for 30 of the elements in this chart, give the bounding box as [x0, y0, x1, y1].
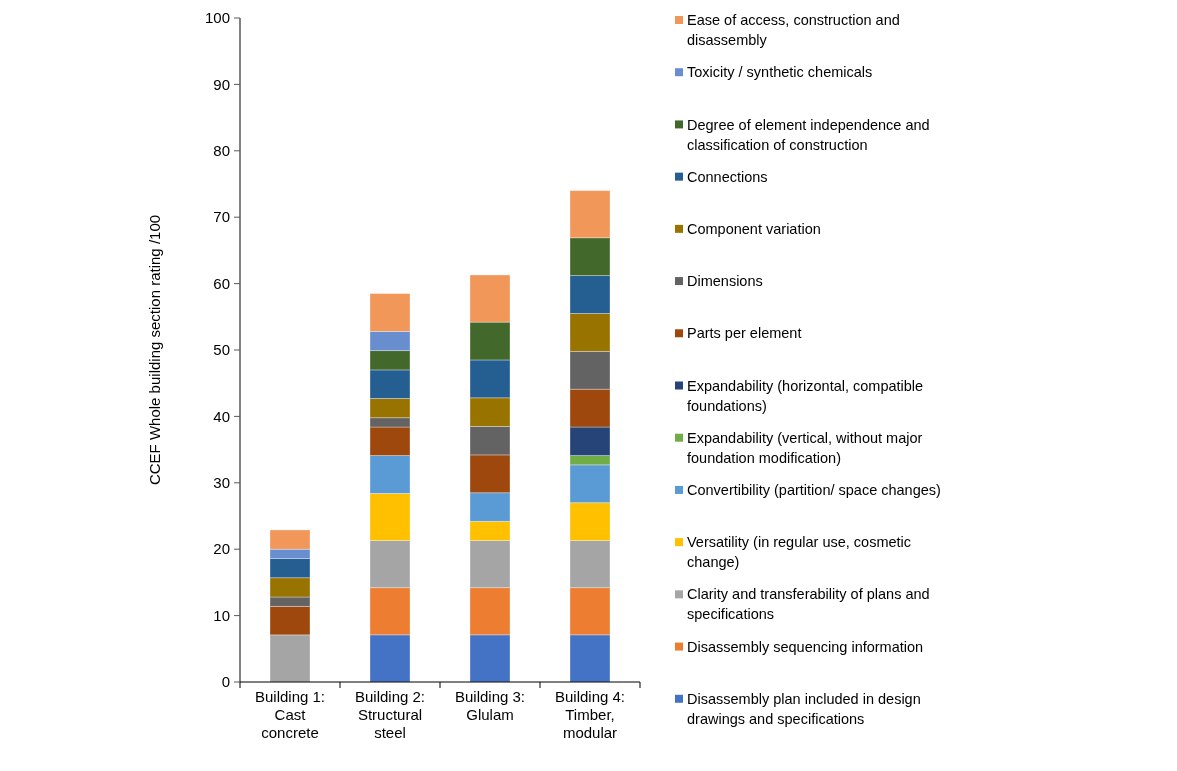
x-tick-label: Building 2: Structural steel	[354, 688, 426, 741]
x-tick-label: Building 1: Cast concrete	[254, 688, 326, 741]
y-tick-label: 20	[213, 540, 230, 558]
legend-label: Convertibility (partition/ space changes)	[687, 482, 941, 498]
y-tick-label: 30	[213, 474, 230, 492]
y-axis-title: CCEF Whole building section rating /100	[146, 214, 163, 486]
y-tick-label: 10	[213, 606, 230, 624]
legend-label: Versatility (in regular use, cosmetic change)	[687, 534, 912, 571]
y-tick-label: 40	[213, 407, 230, 425]
legend-label: Expandability (horizontal, compatible foundations)	[687, 377, 924, 414]
x-tick-label: Building 3: Glulam	[454, 688, 526, 723]
y-tick-label: 80	[213, 142, 230, 160]
legend-label: Expandability (vertical, without major foundation modification)	[687, 429, 923, 466]
legend-label: Parts per element	[687, 325, 802, 342]
legend-label: Disassembly plan included in design drawings and specifications	[687, 690, 921, 727]
x-tick-label: Building 4: Timber, modular	[554, 688, 626, 741]
legend-label: Dimensions	[687, 273, 763, 290]
y-tick-label: 70	[213, 208, 230, 226]
y-tick-label: 90	[213, 75, 230, 93]
legend-label: Disassembly sequencing information	[687, 638, 924, 655]
y-tick-label: 0	[221, 673, 230, 691]
y-tick-label: 100	[204, 9, 230, 27]
legend-label: Clarity and transferability of plans and specifications	[687, 586, 930, 623]
legend-label: Degree of element independence and classification of construction	[687, 116, 930, 153]
y-tick-label: 50	[213, 341, 230, 359]
legend-label: Connections	[687, 168, 768, 185]
y-tick-label: 60	[213, 274, 230, 292]
legend-label: Component variation	[687, 220, 821, 237]
legend-label: Toxicity / synthetic chemicals	[687, 64, 873, 81]
legend-label: Ease of access, construction and disassembly	[687, 12, 900, 49]
